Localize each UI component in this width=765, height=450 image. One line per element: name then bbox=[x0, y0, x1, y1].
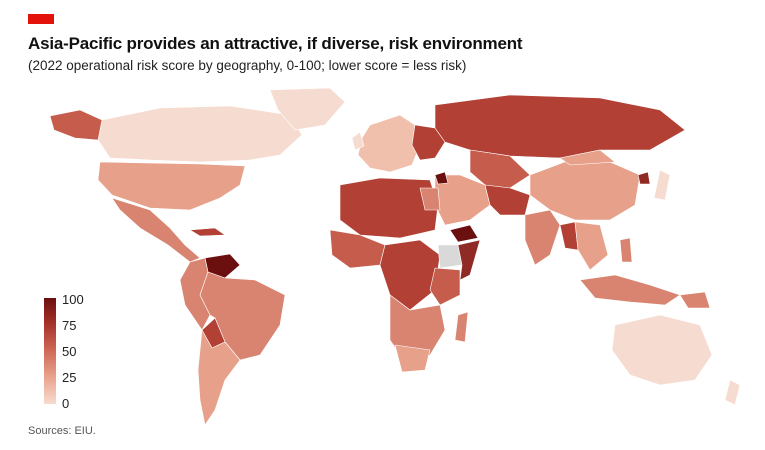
region-usa bbox=[97, 161, 246, 211]
legend-gradient-bar bbox=[44, 298, 56, 404]
region-east-africa bbox=[429, 267, 461, 306]
region-southern-africa bbox=[389, 294, 446, 363]
region-greenland bbox=[269, 87, 346, 131]
region-alaska bbox=[49, 109, 103, 141]
region-png bbox=[679, 291, 711, 309]
region-north-africa bbox=[339, 177, 439, 239]
region-egypt bbox=[419, 187, 441, 211]
region-mexico bbox=[111, 197, 201, 263]
chart-title: Asia-Pacific provides an attractive, if … bbox=[28, 34, 523, 53]
region-somalia bbox=[457, 239, 481, 281]
chart-subtitle: (2022 operational risk score by geograph… bbox=[28, 58, 467, 73]
region-syria bbox=[434, 171, 449, 185]
region-north-korea bbox=[637, 171, 651, 185]
region-central-africa bbox=[379, 239, 441, 311]
legend-label-25: 25 bbox=[62, 370, 77, 385]
region-australia bbox=[611, 314, 713, 386]
region-madagascar bbox=[454, 311, 469, 343]
region-russia bbox=[434, 94, 686, 159]
region-philippines bbox=[619, 237, 633, 263]
world-choropleth-map bbox=[40, 80, 760, 430]
map-svg bbox=[49, 87, 741, 426]
region-japan bbox=[653, 169, 671, 201]
region-se-asia bbox=[574, 221, 609, 271]
region-indonesia bbox=[579, 274, 681, 306]
legend-label-50: 50 bbox=[62, 344, 77, 359]
region-uk bbox=[351, 131, 365, 151]
region-southern-cone bbox=[197, 329, 241, 426]
brand-accent-bar bbox=[28, 14, 54, 24]
region-new-zealand bbox=[724, 379, 741, 406]
region-mongolia bbox=[559, 149, 616, 166]
region-canada bbox=[97, 105, 303, 163]
region-yemen bbox=[449, 224, 479, 243]
legend-label-100: 100 bbox=[62, 292, 84, 307]
source-note: Sources: EIU. bbox=[28, 425, 96, 437]
region-iran-afghan bbox=[484, 184, 531, 216]
region-cuba bbox=[189, 227, 226, 237]
legend-label-0: 0 bbox=[62, 396, 70, 411]
region-europe bbox=[357, 114, 421, 173]
legend-label-75: 75 bbox=[62, 318, 77, 333]
color-scale-legend: 100 75 50 25 0 bbox=[40, 290, 120, 415]
region-india bbox=[524, 209, 561, 266]
region-south-africa bbox=[394, 344, 431, 373]
